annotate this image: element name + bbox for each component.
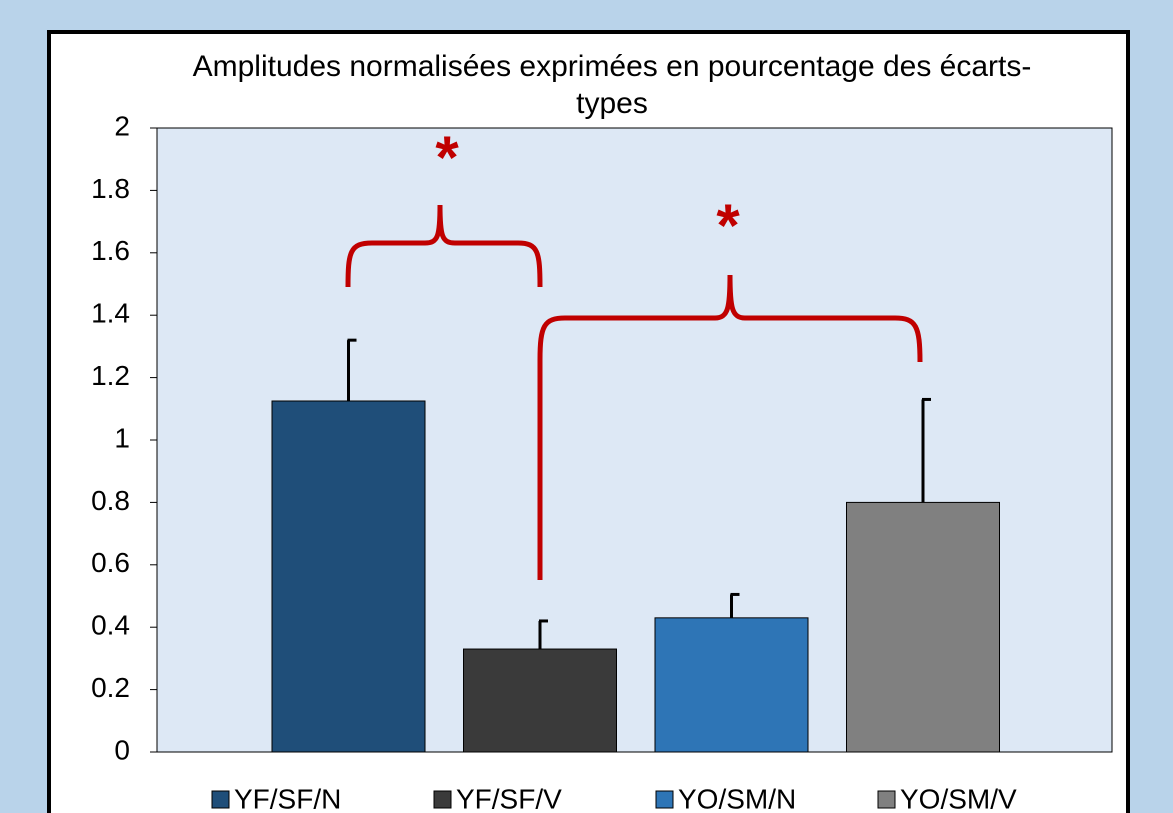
y-tick-label: 0.8 xyxy=(91,485,130,516)
significance-mark: * xyxy=(716,192,740,259)
legend-swatch xyxy=(877,790,896,809)
legend-label: YF/SF/N xyxy=(234,783,341,813)
bracket xyxy=(537,274,923,580)
y-tick-label: 0.6 xyxy=(91,547,130,578)
y-tick-label: 0.2 xyxy=(91,672,130,703)
y-tick-label: 1.2 xyxy=(91,360,130,391)
y-tick-label: 1 xyxy=(114,422,130,453)
bar xyxy=(846,501,1000,753)
legend-label: YF/SF/V xyxy=(456,783,562,813)
y-tick-label: 1.8 xyxy=(91,173,130,204)
bar xyxy=(463,648,617,753)
bar xyxy=(654,617,809,753)
legend-swatch xyxy=(655,790,674,809)
bracket xyxy=(345,204,543,288)
y-tick-label: 0.4 xyxy=(91,610,130,641)
y-tick-label: 2 xyxy=(114,110,130,141)
bar xyxy=(271,400,426,753)
legend-label: YO/SM/N xyxy=(678,783,796,813)
chart-title: Amplitudes normalisées exprimées en pour… xyxy=(192,50,1032,120)
legend-label: YO/SM/V xyxy=(900,783,1017,813)
brackets xyxy=(345,204,923,580)
y-tick-label: 1.6 xyxy=(91,235,130,266)
significance-mark: * xyxy=(435,124,459,191)
y-tick-label: 1.4 xyxy=(91,298,130,329)
legend-swatch xyxy=(211,790,230,809)
legend-swatch xyxy=(433,790,452,809)
y-tick-label: 0 xyxy=(114,734,130,765)
